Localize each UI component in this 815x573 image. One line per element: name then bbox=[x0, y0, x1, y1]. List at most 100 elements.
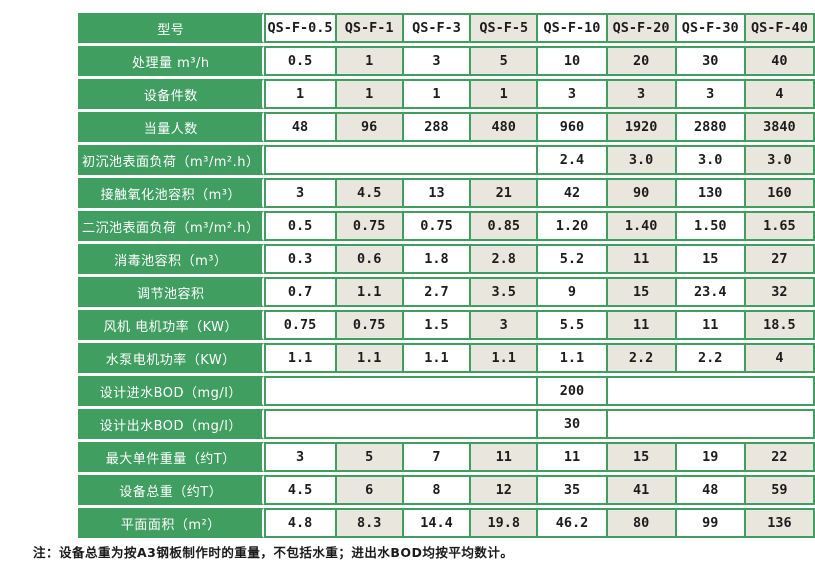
value-cell: 1.1 bbox=[336, 277, 404, 307]
empty-cell bbox=[263, 145, 539, 175]
value-cell: 1.8 bbox=[403, 244, 472, 274]
value-cell: 3 bbox=[538, 79, 608, 109]
row-label: 设备总重（约T） bbox=[78, 475, 264, 505]
value-cell: 12 bbox=[471, 475, 539, 505]
value-cell: 480 bbox=[471, 112, 539, 142]
value-cell: 288 bbox=[403, 112, 472, 142]
value-cell: 2.7 bbox=[403, 277, 472, 307]
table-row: 初沉池表面负荷（m³/m².h） 2.4 3.0 3.0 3.0 bbox=[78, 145, 815, 175]
value-cell: 8.3 bbox=[336, 508, 404, 538]
value-cell: 0.75 bbox=[336, 310, 404, 340]
value-cell: 3 bbox=[471, 310, 539, 340]
row-label: 初沉池表面负荷（m³/m².h） bbox=[78, 145, 264, 175]
value-cell: 4.8 bbox=[263, 508, 337, 538]
value-cell: 1.50 bbox=[676, 211, 746, 241]
value-cell: 5 bbox=[336, 442, 404, 472]
value-cell: 1.1 bbox=[538, 343, 608, 373]
value-cell: 46.2 bbox=[538, 508, 608, 538]
value-cell: 0.7 bbox=[263, 277, 337, 307]
table-row: 处理量 m³/h 0.5 1 3 5 10 20 30 40 bbox=[78, 46, 815, 76]
value-cell: 1.40 bbox=[607, 211, 677, 241]
value-cell: 4 bbox=[745, 79, 815, 109]
value-cell: 130 bbox=[676, 178, 746, 208]
value-cell: 30 bbox=[676, 46, 746, 76]
value-cell: 23.4 bbox=[676, 277, 746, 307]
row-label: 设计出水BOD（mg/l） bbox=[78, 409, 264, 439]
value-cell: 1 bbox=[336, 46, 404, 76]
value-cell: 5.2 bbox=[538, 244, 608, 274]
footnote: 注：设备总重为按A3钢板制作时的重量，不包括水重；进出水BOD均按平均数计。 bbox=[33, 545, 514, 560]
value-cell: 0.85 bbox=[471, 211, 539, 241]
table-header-row: 型号 QS-F-0.5 QS-F-1 QS-F-3 QS-F-5 QS-F-10 QS-F-… bbox=[78, 13, 815, 43]
value-cell: 160 bbox=[745, 178, 815, 208]
value-cell: 11 bbox=[538, 442, 608, 472]
table-row: 水泵电机功率（KW） 1.1 1.1 1.1 1.1 1.1 2.2 2.2 4 bbox=[78, 343, 815, 373]
value-cell: 22 bbox=[745, 442, 815, 472]
value-cell: 3.0 bbox=[607, 145, 677, 175]
model-header-cell: QS-F-40 bbox=[745, 13, 815, 43]
value-cell: 0.5 bbox=[263, 211, 337, 241]
value-cell: 0.3 bbox=[263, 244, 337, 274]
row-label: 设计进水BOD（mg/l） bbox=[78, 376, 264, 406]
value-cell: 80 bbox=[607, 508, 677, 538]
table-row: 风机 电机功率（KW） 0.75 0.75 1.5 3 5.5 11 11 18.5 bbox=[78, 310, 815, 340]
value-cell: 40 bbox=[745, 46, 815, 76]
value-cell: 48 bbox=[263, 112, 337, 142]
value-cell: 1 bbox=[263, 79, 337, 109]
value-cell: 2.4 bbox=[538, 145, 608, 175]
row-label: 处理量 m³/h bbox=[78, 46, 264, 76]
value-cell: 15 bbox=[607, 442, 677, 472]
value-cell: 3 bbox=[263, 442, 337, 472]
value-cell: 3 bbox=[607, 79, 677, 109]
value-cell: 15 bbox=[607, 277, 677, 307]
value-cell: 1 bbox=[336, 79, 404, 109]
value-cell: 59 bbox=[745, 475, 815, 505]
spec-table: 型号 QS-F-0.5 QS-F-1 QS-F-3 QS-F-5 QS-F-10 QS-F-… bbox=[78, 10, 815, 541]
value-cell: 19.8 bbox=[471, 508, 539, 538]
value-cell: 1 bbox=[471, 79, 539, 109]
value-cell: 1.1 bbox=[403, 343, 472, 373]
value-cell: 13 bbox=[403, 178, 472, 208]
value-cell: 11 bbox=[471, 442, 539, 472]
value-cell: 0.75 bbox=[263, 310, 337, 340]
row-label: 接触氧化池容积（m³） bbox=[78, 178, 264, 208]
value-cell: 3 bbox=[403, 46, 472, 76]
value-cell: 15 bbox=[676, 244, 746, 274]
value-cell: 4.5 bbox=[263, 475, 337, 505]
value-cell: 19 bbox=[676, 442, 746, 472]
empty-cell bbox=[607, 409, 815, 439]
model-header-cell: QS-F-1 bbox=[336, 13, 404, 43]
value-cell: 32 bbox=[745, 277, 815, 307]
value-cell: 48 bbox=[676, 475, 746, 505]
table-row: 二沉池表面负荷（m³/m².h） 0.5 0.75 0.75 0.85 1.20 1.40 1… bbox=[78, 211, 815, 241]
value-cell: 136 bbox=[745, 508, 815, 538]
empty-cell bbox=[263, 409, 539, 439]
value-cell: 1.1 bbox=[336, 343, 404, 373]
row-label: 水泵电机功率（KW） bbox=[78, 343, 264, 373]
empty-cell bbox=[263, 376, 539, 406]
value-cell: 41 bbox=[607, 475, 677, 505]
value-cell: 10 bbox=[538, 46, 608, 76]
value-cell: 42 bbox=[538, 178, 608, 208]
row-label: 设备件数 bbox=[78, 79, 264, 109]
model-header-cell: QS-F-30 bbox=[676, 13, 746, 43]
value-cell: 960 bbox=[538, 112, 608, 142]
table-row: 设备件数 1 1 1 1 3 3 3 4 bbox=[78, 79, 815, 109]
spec-table-body: 型号 QS-F-0.5 QS-F-1 QS-F-3 QS-F-5 QS-F-10 QS-F-… bbox=[78, 13, 815, 538]
table-row: 最大单件重量（约T） 3 5 7 11 11 15 19 22 bbox=[78, 442, 815, 472]
value-cell: 9 bbox=[538, 277, 608, 307]
row-label: 调节池容积 bbox=[78, 277, 264, 307]
value-cell: 2.2 bbox=[607, 343, 677, 373]
table-row: 调节池容积 0.7 1.1 2.7 3.5 9 15 23.4 32 bbox=[78, 277, 815, 307]
value-cell: 11 bbox=[607, 244, 677, 274]
value-cell: 1 bbox=[403, 79, 472, 109]
value-cell: 3 bbox=[263, 178, 337, 208]
value-cell: 1.1 bbox=[471, 343, 539, 373]
empty-cell bbox=[607, 376, 815, 406]
value-cell: 2.2 bbox=[676, 343, 746, 373]
model-header-cell: QS-F-10 bbox=[538, 13, 608, 43]
value-cell: 20 bbox=[607, 46, 677, 76]
value-cell: 5.5 bbox=[538, 310, 608, 340]
value-cell: 3.0 bbox=[676, 145, 746, 175]
